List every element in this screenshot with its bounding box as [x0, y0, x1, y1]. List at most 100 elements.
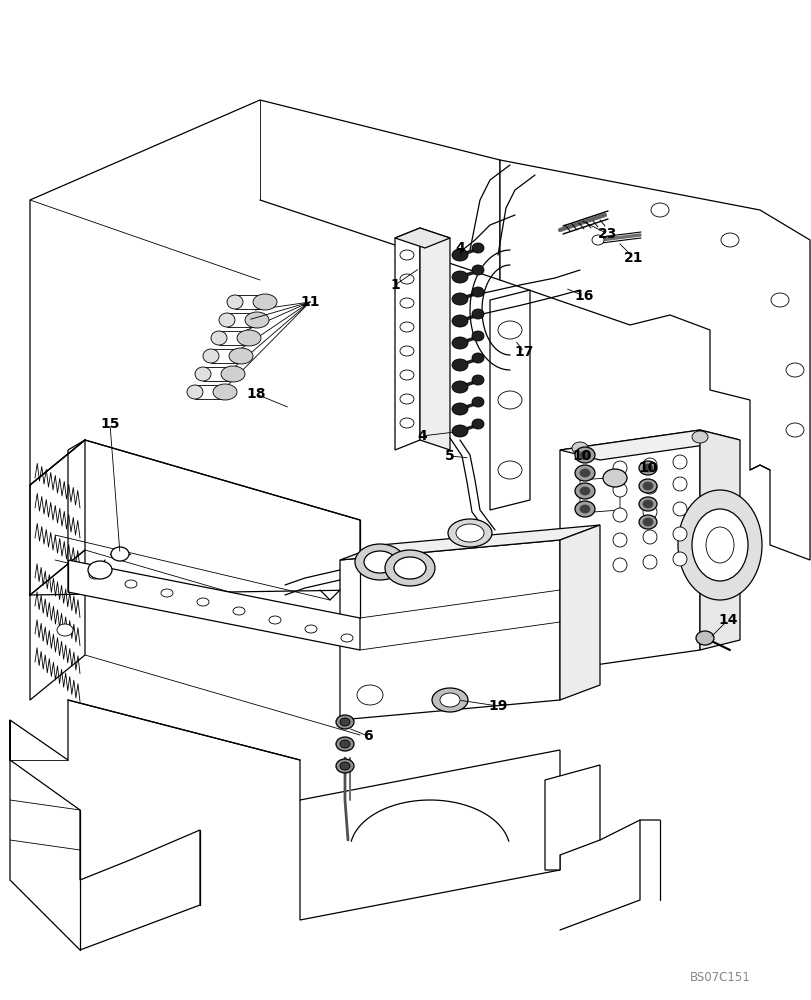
- Polygon shape: [699, 430, 739, 650]
- Ellipse shape: [650, 203, 668, 217]
- Ellipse shape: [305, 625, 316, 633]
- Text: 10: 10: [637, 461, 657, 475]
- Ellipse shape: [400, 274, 414, 284]
- Ellipse shape: [400, 370, 414, 380]
- Text: 19: 19: [487, 699, 507, 713]
- Ellipse shape: [354, 544, 405, 580]
- Ellipse shape: [400, 418, 414, 428]
- Ellipse shape: [245, 312, 268, 328]
- Ellipse shape: [452, 381, 467, 393]
- Ellipse shape: [574, 501, 594, 517]
- Ellipse shape: [785, 423, 803, 437]
- Ellipse shape: [638, 497, 656, 511]
- Ellipse shape: [691, 431, 707, 443]
- Ellipse shape: [497, 391, 521, 409]
- Ellipse shape: [672, 455, 686, 469]
- Ellipse shape: [125, 580, 137, 588]
- Text: 5: 5: [444, 449, 454, 463]
- Ellipse shape: [672, 477, 686, 491]
- Polygon shape: [340, 525, 599, 560]
- Ellipse shape: [612, 558, 626, 572]
- Ellipse shape: [197, 598, 208, 606]
- Ellipse shape: [456, 524, 483, 542]
- Polygon shape: [299, 750, 560, 920]
- Ellipse shape: [497, 321, 521, 339]
- Ellipse shape: [471, 243, 483, 253]
- Ellipse shape: [452, 271, 467, 283]
- Ellipse shape: [471, 265, 483, 275]
- Ellipse shape: [219, 313, 234, 327]
- Ellipse shape: [705, 527, 733, 563]
- Polygon shape: [394, 228, 419, 450]
- Polygon shape: [544, 765, 599, 870]
- Ellipse shape: [340, 762, 350, 770]
- Ellipse shape: [212, 384, 237, 400]
- Polygon shape: [340, 540, 560, 720]
- Ellipse shape: [400, 298, 414, 308]
- Ellipse shape: [642, 555, 656, 569]
- Ellipse shape: [161, 589, 173, 597]
- Ellipse shape: [227, 295, 242, 309]
- Ellipse shape: [471, 353, 483, 363]
- Ellipse shape: [603, 469, 626, 487]
- Ellipse shape: [677, 490, 761, 600]
- Ellipse shape: [340, 718, 350, 726]
- Ellipse shape: [471, 309, 483, 319]
- Ellipse shape: [574, 483, 594, 499]
- Ellipse shape: [642, 500, 652, 508]
- Ellipse shape: [221, 366, 245, 382]
- Ellipse shape: [452, 249, 467, 261]
- Ellipse shape: [642, 530, 656, 544]
- Polygon shape: [489, 290, 530, 510]
- Text: 17: 17: [513, 345, 533, 359]
- Polygon shape: [10, 720, 200, 950]
- Text: BS07C151: BS07C151: [689, 971, 749, 984]
- Ellipse shape: [642, 518, 652, 526]
- Ellipse shape: [471, 331, 483, 341]
- Text: 4: 4: [454, 241, 465, 255]
- Ellipse shape: [770, 293, 788, 307]
- Ellipse shape: [642, 505, 656, 519]
- Ellipse shape: [672, 527, 686, 541]
- Ellipse shape: [393, 557, 426, 579]
- Ellipse shape: [195, 367, 211, 381]
- Polygon shape: [68, 560, 359, 650]
- Ellipse shape: [203, 349, 219, 363]
- Polygon shape: [560, 525, 599, 700]
- Ellipse shape: [357, 685, 383, 705]
- Ellipse shape: [638, 515, 656, 529]
- Ellipse shape: [720, 233, 738, 247]
- Ellipse shape: [672, 552, 686, 566]
- Ellipse shape: [341, 634, 353, 642]
- Ellipse shape: [642, 464, 652, 472]
- Ellipse shape: [400, 322, 414, 332]
- Ellipse shape: [785, 363, 803, 377]
- Ellipse shape: [452, 315, 467, 327]
- Ellipse shape: [340, 740, 350, 748]
- Ellipse shape: [612, 508, 626, 522]
- Text: 15: 15: [100, 417, 119, 431]
- Ellipse shape: [612, 461, 626, 475]
- Ellipse shape: [384, 550, 435, 586]
- Ellipse shape: [440, 693, 460, 707]
- Ellipse shape: [400, 250, 414, 260]
- Ellipse shape: [471, 375, 483, 385]
- Ellipse shape: [57, 624, 73, 636]
- Ellipse shape: [400, 394, 414, 404]
- Ellipse shape: [452, 337, 467, 349]
- Text: 11: 11: [300, 295, 320, 309]
- Ellipse shape: [452, 293, 467, 305]
- Ellipse shape: [579, 469, 590, 477]
- Ellipse shape: [111, 547, 129, 561]
- Ellipse shape: [471, 419, 483, 429]
- Ellipse shape: [612, 533, 626, 547]
- Text: 4: 4: [417, 429, 427, 443]
- Ellipse shape: [211, 331, 227, 345]
- Ellipse shape: [574, 447, 594, 463]
- Ellipse shape: [336, 737, 354, 751]
- Ellipse shape: [187, 385, 203, 399]
- Ellipse shape: [691, 509, 747, 581]
- Ellipse shape: [571, 442, 587, 454]
- Text: 16: 16: [573, 289, 593, 303]
- Text: 6: 6: [363, 729, 372, 743]
